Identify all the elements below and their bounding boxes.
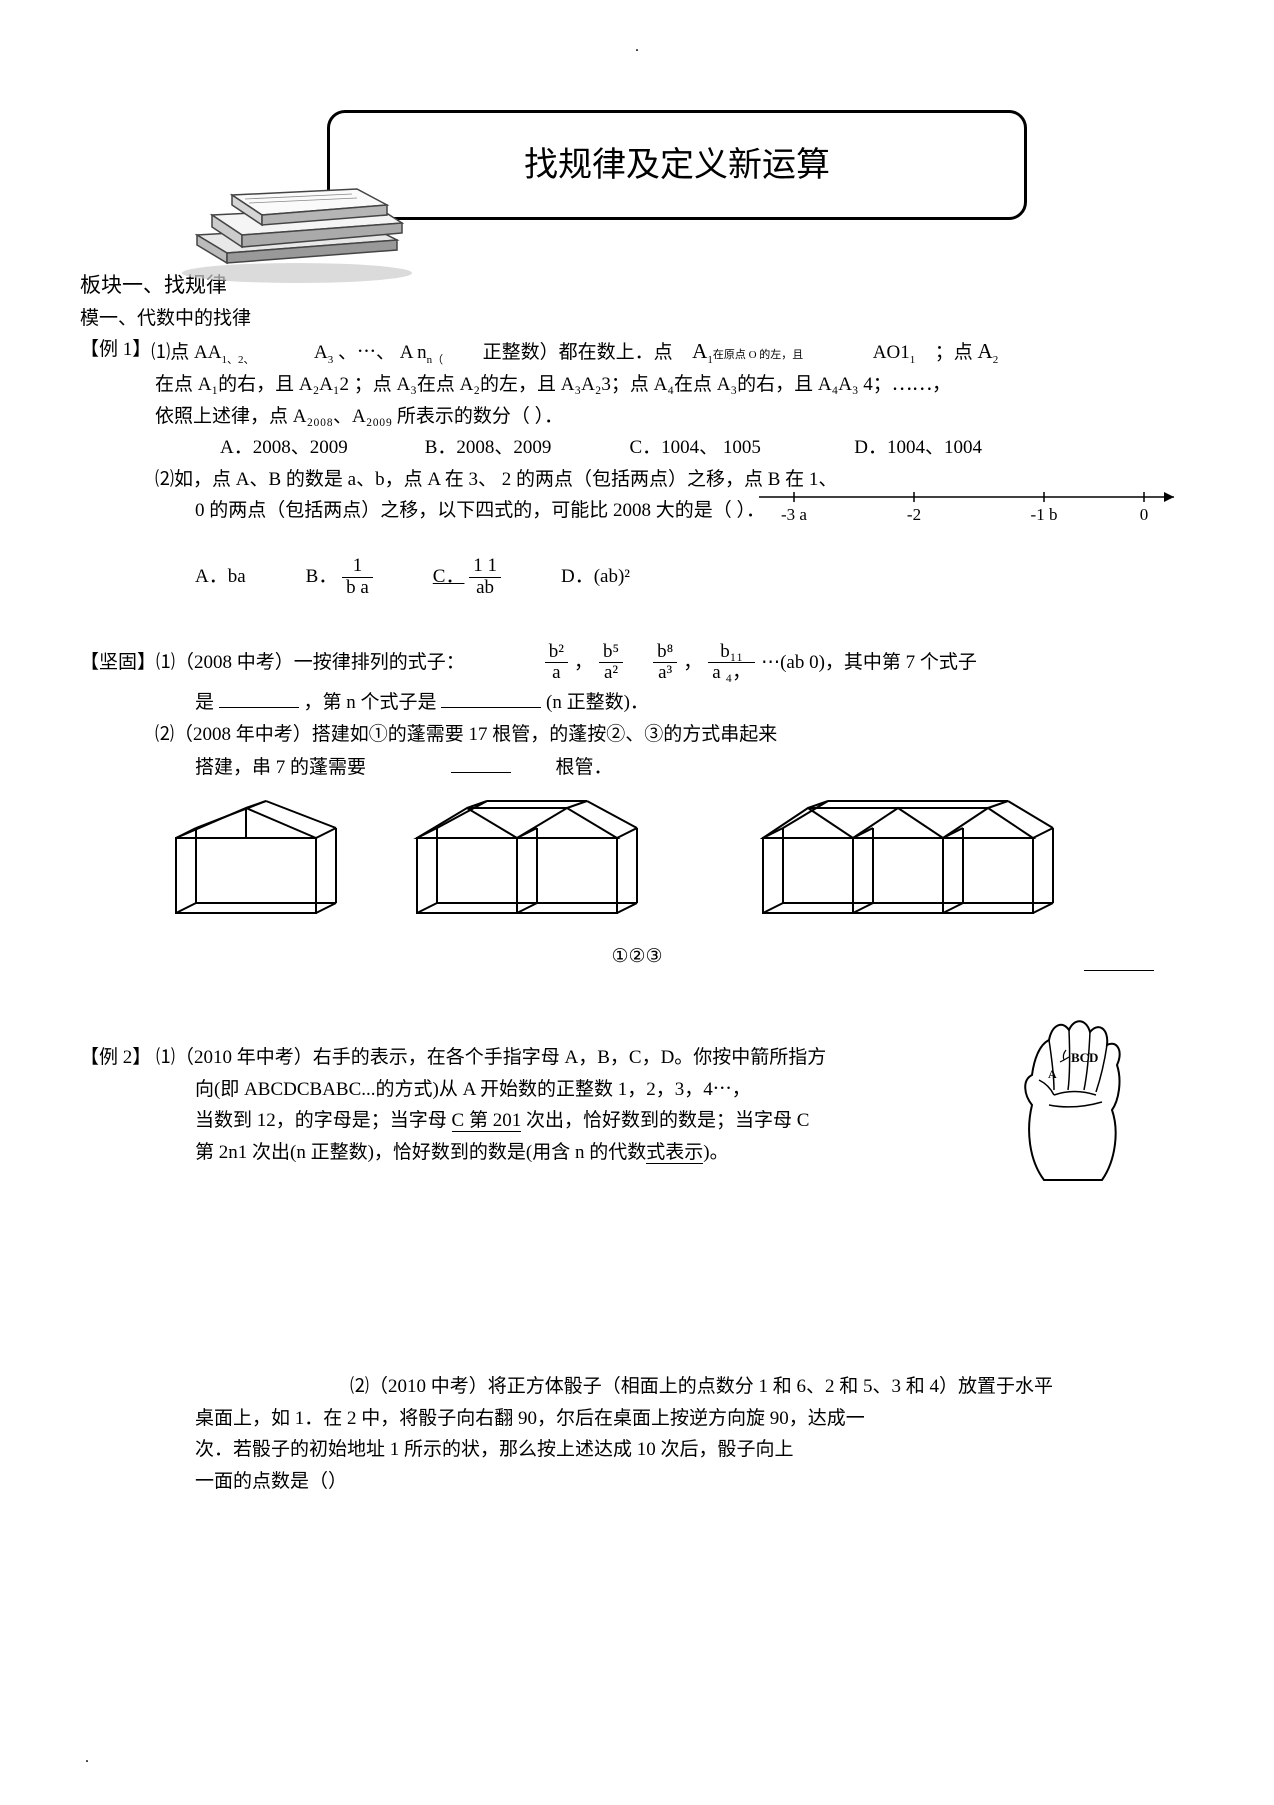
ex1-s3: n（ <box>427 354 444 366</box>
ex2-p2-line2: 桌面上，如 1．在 2 中，将骰子向右翻 90，尔后在桌面上按逆方向旋 90，达… <box>80 1405 1194 1434</box>
ex2-p2-line3: 次．若骰子的初始地址 1 所示的状，那么按上述达成 10 次后，骰子向上 <box>80 1436 1194 1465</box>
ex1-t5: A <box>692 339 707 363</box>
frac2: b⁵a² <box>599 642 623 685</box>
ex1-optC: C．1004、 1005 <box>630 434 850 463</box>
tent-3-icon <box>748 798 1128 928</box>
ex1-line3: 依照上述律，点 A₂₀₀₈、A₂₀₀₉ 所表示的数分（ ）． <box>80 403 1194 432</box>
ex1-p2-optC: C． 1 1ab <box>433 556 501 599</box>
ex1-p2-options: A．ba B． 1b a C． 1 1ab D．(ab)² <box>195 556 1194 599</box>
books-icon <box>167 155 427 285</box>
svg-text:-3 a: -3 a <box>781 505 807 524</box>
ex1-choices: A．2008、2009 B．2008、2009 C．1004、 1005 D．1… <box>80 434 1194 463</box>
svg-text:0: 0 <box>1140 505 1149 524</box>
frac4: b₁₁a ₄， <box>708 642 755 685</box>
ex1-s6: 2 <box>993 354 999 366</box>
svg-text:-1 b: -1 b <box>1031 505 1058 524</box>
banner-box: 找规律及定义新运算 <box>327 110 1027 220</box>
tent-diagrams <box>120 798 1154 928</box>
cons-label: 【坚固】 <box>80 649 156 678</box>
ex2-p2-line1: ⑵（2010 中考）将正方体骰子（相面上的点数分 1 和 6、2 和 5、3 和… <box>80 1373 1194 1402</box>
frac1: b²a <box>545 642 568 685</box>
ex1-s1: 1、2、 <box>221 354 254 366</box>
cons-line3: ⑵（2008 年中考）搭建如①的蓬需要 17 根管，的蓬按②、③的方式串起来 <box>80 721 1194 750</box>
ex1-t2: A <box>314 342 328 363</box>
ex1-t3: A n <box>400 342 427 363</box>
cons-line4: 搭建，串 7 的蓬需要 根管． <box>80 752 1194 782</box>
tent-2-icon <box>397 798 697 928</box>
ex1-s5: 1 <box>910 354 916 366</box>
ex1-line1: 【例 1】 ⑴点 AA1、2、 A3 、⋯、 A nn（ 正整数）都在数上．点 … <box>80 336 1194 368</box>
section1-sub: 模一、代数中的找律 <box>80 305 1194 334</box>
cons-tail: ⋯(ab 0)，其中第 7 个式子 <box>761 649 977 678</box>
ex1-optB: B．2008、2009 <box>425 434 625 463</box>
ex1-optD: D．1004、1004 <box>854 437 982 458</box>
ex1-t4: 正整数）都在数上．点 <box>483 342 673 363</box>
ex1-t8: ；点 <box>935 342 973 363</box>
ex1-label: 【例 1】 <box>80 336 151 365</box>
tent-labels: ①②③ <box>80 943 1194 972</box>
svg-text:BCD: BCD <box>1071 1050 1098 1065</box>
number-line: -3 a -2 -1 b 0 <box>754 482 1184 532</box>
frac3: b⁸a³ <box>653 642 677 685</box>
title-banner: 找规律及定义新运算 <box>247 110 1027 230</box>
tent-1-icon <box>146 798 346 928</box>
page-dot-bottom: . <box>85 1746 89 1770</box>
ex1-p2-optB: B． 1b a <box>306 556 373 599</box>
hand-icon: A BCD <box>1004 1010 1154 1190</box>
ex2-label: 【例 2】 <box>80 1047 151 1068</box>
banner-title: 找规律及定义新运算 <box>524 140 830 191</box>
ex2-p2-line4: 一面的点数是（） <box>80 1468 1194 1497</box>
svg-text:A: A <box>1048 1067 1057 1081</box>
page-dot-top: . <box>635 35 639 59</box>
hand-blank <box>1084 970 1154 971</box>
svg-text:-2: -2 <box>907 505 921 524</box>
ex1-t1: ⑴点 AA <box>151 342 221 363</box>
ex1-p2-optD: D．(ab)² <box>561 563 630 592</box>
cons-line2: 是 ，第 n 个式子是 (n 正整数)． <box>80 687 1194 717</box>
ex1-line2: 在点 A₁的右，且 A₂A₁2 ；点 A₃在点 A₂的左，且 A₃A₂3；点 A… <box>80 371 1194 400</box>
ex1-optA: A．2008、2009 <box>220 434 420 463</box>
cons-line1: 【坚固】 ⑴（2008 中考）一按律排列的式子： b²a ， b⁵a² b⁸a³… <box>80 642 1194 685</box>
ex1-t7: AO1 <box>873 342 910 363</box>
ex1-t9: A <box>978 339 993 363</box>
ex1-s2: 3 <box>328 354 334 366</box>
blank1 <box>219 687 299 708</box>
cons-l1: ⑴（2008 中考）一按律排列的式子： <box>156 649 465 678</box>
blank2 <box>441 687 541 708</box>
ex1-p2-optA: A．ba <box>195 563 246 592</box>
blank3 <box>451 752 511 773</box>
ex1-t6: 在原点 O 的左，且 <box>713 349 803 361</box>
